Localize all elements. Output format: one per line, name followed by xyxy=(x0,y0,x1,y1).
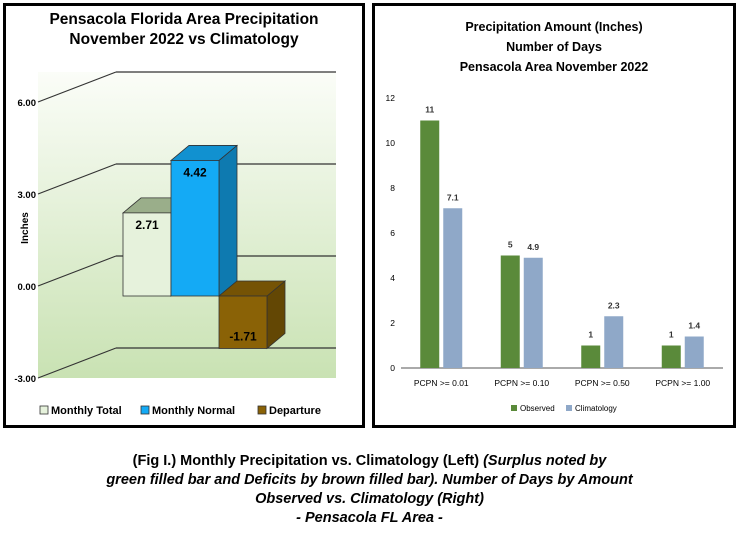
bar-label-climatology-2: 2.3 xyxy=(608,300,620,310)
right-legend-swatch-1 xyxy=(566,405,572,411)
y-tick-label-1: 3.00 xyxy=(18,190,37,201)
figure-caption: (Fig I.) Monthly Precipitation vs. Clima… xyxy=(0,452,739,528)
right-y-tick-label-5: 2 xyxy=(390,318,395,328)
y-tick-label-2: 0.00 xyxy=(18,282,37,293)
left-legend: Monthly Total Monthly Normal Departure xyxy=(39,405,321,417)
right-chart-title: Precipitation Amount (Inches) xyxy=(465,20,643,34)
caption-line-4: - Pensacola FL Area - xyxy=(296,510,443,526)
right-y-tick-label-0: 12 xyxy=(386,93,396,103)
right-y-tick-label-6: 0 xyxy=(390,363,395,373)
right-legend-swatch-0 xyxy=(511,405,517,411)
legend-label-2: Departure xyxy=(269,405,321,417)
right-x-tick-label-3: PCPN >= 1.00 xyxy=(655,378,710,388)
bar-observed-1 xyxy=(500,255,520,368)
right-y-tick-label-1: 10 xyxy=(386,138,396,148)
bar-side-1 xyxy=(218,144,238,297)
gridline-diagonal-3 xyxy=(37,347,117,379)
right-legend-label-1: Climatology xyxy=(575,404,617,413)
gridline-diagonal-0 xyxy=(37,71,117,103)
bar-climatology-3 xyxy=(684,336,704,368)
bar-observed-0 xyxy=(420,120,440,368)
bar-front-1 xyxy=(170,160,220,297)
gridline-diagonal-1 xyxy=(37,163,117,195)
legend-label-1: Monthly Normal xyxy=(152,405,235,417)
legend-swatch-2 xyxy=(257,405,267,415)
y-tick-label-3: -3.00 xyxy=(14,374,36,385)
bar-climatology-2 xyxy=(604,316,624,368)
bar-label-observed-3: 1 xyxy=(669,330,674,340)
legend-swatch-0 xyxy=(39,405,49,415)
left-chart-subtitle: November 2022 vs Climatology xyxy=(69,31,299,48)
right-legend: Observed Climatology xyxy=(511,404,617,413)
gridline-diagonal-2 xyxy=(37,255,117,287)
bar-front-2 xyxy=(218,295,268,349)
caption-line-2: green filled bar and Deficits by brown f… xyxy=(106,472,633,488)
right-x-tick-label-2: PCPN >= 0.50 xyxy=(575,378,630,388)
legend-label-0: Monthly Total xyxy=(51,405,122,417)
bar-climatology-1 xyxy=(523,257,543,368)
left-chart-title: Pensacola Florida Area Precipitation xyxy=(49,11,319,28)
right-chart-panel: Precipitation Amount (Inches) Number of … xyxy=(372,3,736,428)
bar-group-2: -1.71 xyxy=(217,280,287,350)
right-y-tick-label-2: 8 xyxy=(390,183,395,193)
caption-line-1: (Fig I.) Monthly Precipitation vs. Clima… xyxy=(0,452,739,471)
y-axis-title: Inches xyxy=(20,212,31,244)
right-x-tick-label-0: PCPN >= 0.01 xyxy=(414,378,469,388)
bar-label-climatology-0: 7.1 xyxy=(447,192,459,202)
caption-line-3: Observed vs. Climatology (Right) xyxy=(255,491,484,507)
right-y-tick-label-3: 6 xyxy=(390,228,395,238)
bar-observed-3 xyxy=(661,345,681,368)
bar-climatology-0 xyxy=(443,208,463,368)
bar-value-label-1: 4.42 xyxy=(183,165,207,179)
legend-swatch-1 xyxy=(140,405,150,415)
bar-label-observed-2: 1 xyxy=(588,330,593,340)
left-chart-panel: Pensacola Florida Area Precipitation Nov… xyxy=(3,3,365,428)
bar-observed-2 xyxy=(581,345,601,368)
right-chart-subtitle: Number of Days xyxy=(506,40,602,54)
right-chart-subtitle-2: Pensacola Area November 2022 xyxy=(459,60,649,74)
bar-group-1: 4.42 xyxy=(169,144,239,297)
bar-label-climatology-3: 1.4 xyxy=(688,321,700,331)
y-tick-label-0: 6.00 xyxy=(18,98,37,109)
right-y-tick-label-4: 4 xyxy=(390,273,395,283)
bar-value-label-0: 2.71 xyxy=(135,218,159,232)
bar-label-observed-0: 11 xyxy=(425,105,434,115)
caption-line-1-italic: (Surplus noted by xyxy=(483,453,607,469)
caption-line-1-normal: (Fig I.) Monthly Precipitation vs. Clima… xyxy=(132,453,484,469)
bar-front-0 xyxy=(122,212,172,297)
right-x-tick-label-1: PCPN >= 0.10 xyxy=(494,378,549,388)
left-chart-svg: 6.00 3.00 0.00 -3.00 Inches 2.71 4.42 -1.71 Mont… xyxy=(14,71,336,417)
right-legend-label-0: Observed xyxy=(520,404,555,413)
bar-label-climatology-1: 4.9 xyxy=(527,242,539,252)
bar-label-observed-1: 5 xyxy=(508,240,513,250)
bar-value-label-2: -1.71 xyxy=(229,329,257,343)
